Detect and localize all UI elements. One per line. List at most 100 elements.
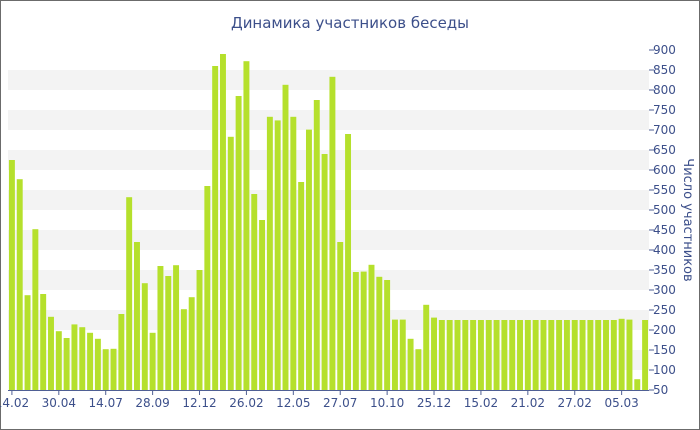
bar: [126, 197, 133, 390]
y-tick-label: 600: [653, 163, 676, 177]
bar: [180, 309, 187, 390]
chart-title: Динамика участников беседы: [231, 14, 469, 32]
bar: [196, 270, 203, 390]
bar: [212, 66, 219, 390]
y-tick-label: 150: [653, 343, 676, 357]
y-tick-label: 300: [653, 283, 676, 297]
x-tick-label: 05.03: [604, 396, 638, 410]
bar: [345, 134, 352, 390]
x-tick-label: 28.09: [135, 396, 169, 410]
bar: [259, 220, 266, 390]
x-tick-label: 27.02: [558, 396, 592, 410]
bar: [165, 276, 172, 390]
bar: [532, 320, 539, 390]
bar: [399, 319, 406, 390]
x-tick-label: 14.07: [89, 396, 123, 410]
bar: [32, 229, 39, 390]
bar: [485, 320, 492, 390]
bar: [610, 320, 617, 390]
bar: [188, 297, 195, 390]
x-tick-label: 27.07: [323, 396, 357, 410]
bar: [579, 320, 586, 390]
x-tick-label: 30.04: [42, 396, 76, 410]
x-tick-label: 12.12: [182, 396, 216, 410]
bar: [8, 160, 15, 390]
bar: [618, 318, 625, 390]
bar: [16, 179, 23, 390]
x-tick-label: 21.02: [511, 396, 545, 410]
bar: [571, 320, 578, 390]
bar: [376, 276, 383, 390]
grid-band: [8, 230, 649, 250]
y-tick-label: 650: [653, 143, 676, 157]
bar: [587, 320, 594, 390]
bar: [173, 265, 180, 390]
y-tick-label: 900: [653, 43, 676, 57]
bar: [603, 320, 609, 390]
x-tick-label: 25.12: [417, 396, 451, 410]
y-tick-label: 800: [653, 83, 676, 97]
bar: [298, 182, 305, 390]
y-tick-label: 350: [653, 263, 676, 277]
bar: [517, 320, 523, 390]
bar: [118, 314, 125, 390]
bar: [509, 320, 516, 390]
y-tick-label: 200: [653, 323, 676, 337]
bar: [368, 264, 375, 390]
bar: [251, 194, 258, 390]
y-tick-label: 450: [653, 223, 676, 237]
y-axis-label: Число участников: [680, 158, 695, 281]
bar: [423, 304, 430, 390]
grid-band: [8, 190, 649, 210]
bar: [337, 242, 344, 390]
bar: [134, 242, 140, 390]
bar: [102, 349, 109, 390]
bar: [243, 61, 250, 390]
y-tick-label: 700: [653, 123, 676, 137]
bar-series: [8, 54, 649, 391]
bar: [477, 320, 484, 390]
bar: [595, 320, 602, 390]
bar: [391, 319, 398, 390]
bar: [540, 320, 547, 390]
x-tick-label: 12.05: [276, 396, 310, 410]
bar: [642, 320, 649, 390]
bar: [266, 116, 273, 391]
bar: [415, 349, 422, 390]
x-tick-label: 10.10: [370, 396, 404, 410]
y-tick-label: 550: [653, 183, 676, 197]
bar: [227, 136, 234, 390]
bar: [384, 280, 391, 390]
bar: [556, 320, 563, 390]
bar: [141, 283, 148, 390]
bar: [149, 332, 156, 390]
bar: [446, 320, 453, 390]
bar: [454, 320, 461, 390]
bar: [634, 379, 641, 390]
bar: [407, 338, 414, 390]
bar: [110, 348, 117, 390]
bar: [40, 294, 47, 390]
grid-band: [8, 70, 649, 90]
bar: [79, 327, 86, 390]
bar: [501, 320, 508, 390]
bar: [282, 84, 289, 391]
bar: [313, 100, 320, 390]
y-tick-label: 250: [653, 303, 676, 317]
bar: [493, 320, 500, 390]
y-tick-label: 500: [653, 203, 676, 217]
bar: [55, 331, 62, 390]
bar: [360, 271, 367, 390]
bar: [462, 320, 469, 390]
bar: [524, 320, 531, 390]
bar: [63, 338, 70, 390]
grid-band: [8, 110, 649, 130]
x-tick-label: 26.02: [229, 396, 263, 410]
bar: [563, 320, 570, 390]
bar: [235, 96, 242, 390]
y-tick-label: 750: [653, 103, 676, 117]
y-axis-ticks: 50 100 150 200 250 300 350 400 450 500 550 600 650 70…: [649, 43, 676, 397]
grid-band: [8, 150, 649, 170]
y-tick-label: 850: [653, 63, 676, 77]
